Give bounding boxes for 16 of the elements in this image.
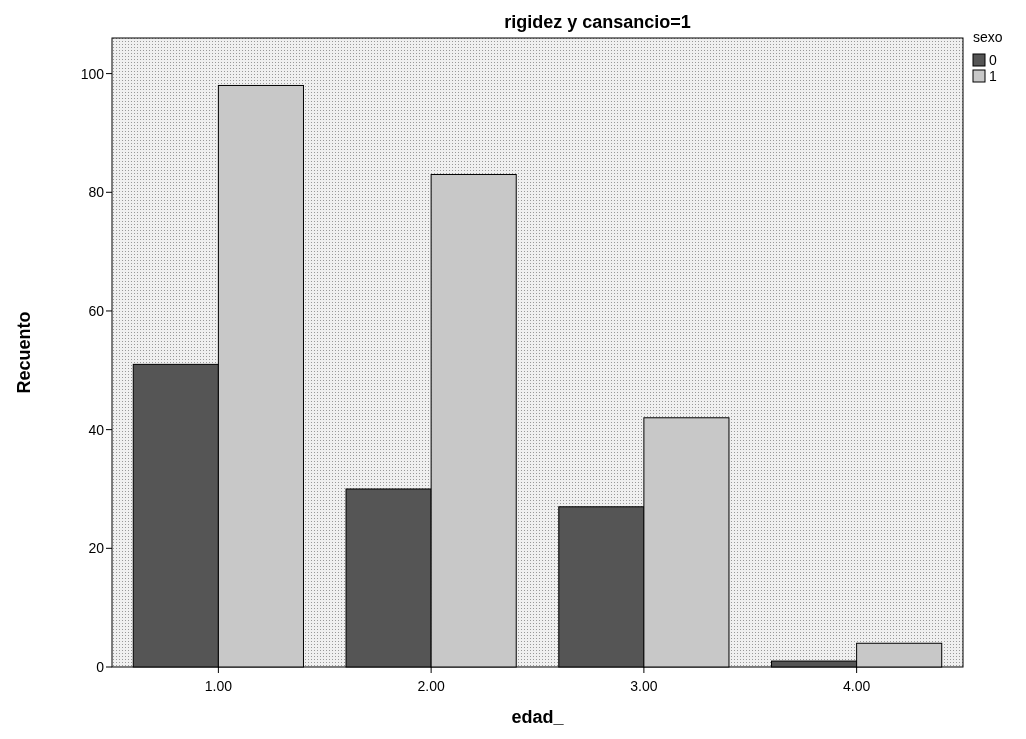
x-tick-label: 4.00 <box>843 678 871 694</box>
x-tick-label: 1.00 <box>204 678 233 694</box>
x-tick-label: 2.00 <box>417 678 445 694</box>
chart-title: rigidez y cansancio=1 <box>504 12 691 32</box>
legend-label: 1 <box>989 68 997 84</box>
y-tick-label: 80 <box>88 184 105 201</box>
legend-title: sexo <box>973 29 1003 45</box>
y-axis-title: Recuento <box>14 311 34 394</box>
y-tick-label: 60 <box>88 302 105 319</box>
x-axis-title: edad_ <box>511 707 565 727</box>
y-tick-label: 20 <box>88 540 105 557</box>
y-tick-label: 0 <box>96 658 105 675</box>
x-tick-label: 3.00 <box>630 678 658 694</box>
legend-label: 0 <box>989 52 997 68</box>
y-tick-label: 40 <box>88 421 105 438</box>
y-tick-label: 100 <box>80 65 105 82</box>
